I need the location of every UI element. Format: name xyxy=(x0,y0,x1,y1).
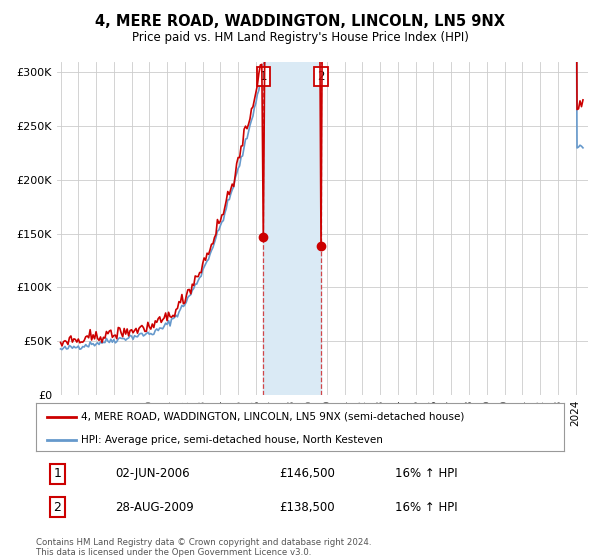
Text: 4, MERE ROAD, WADDINGTON, LINCOLN, LN5 9NX (semi-detached house): 4, MERE ROAD, WADDINGTON, LINCOLN, LN5 9… xyxy=(81,412,464,422)
Text: 02-JUN-2006: 02-JUN-2006 xyxy=(115,467,190,480)
Text: 16% ↑ HPI: 16% ↑ HPI xyxy=(395,501,458,514)
Text: HPI: Average price, semi-detached house, North Kesteven: HPI: Average price, semi-detached house,… xyxy=(81,435,383,445)
Text: 16% ↑ HPI: 16% ↑ HPI xyxy=(395,467,458,480)
Text: 4, MERE ROAD, WADDINGTON, LINCOLN, LN5 9NX: 4, MERE ROAD, WADDINGTON, LINCOLN, LN5 9… xyxy=(95,14,505,29)
Text: 1: 1 xyxy=(53,467,61,480)
Text: 28-AUG-2009: 28-AUG-2009 xyxy=(115,501,194,514)
Text: £146,500: £146,500 xyxy=(279,467,335,480)
Text: £138,500: £138,500 xyxy=(279,501,335,514)
Text: 1: 1 xyxy=(260,70,267,83)
Text: Contains HM Land Registry data © Crown copyright and database right 2024.
This d: Contains HM Land Registry data © Crown c… xyxy=(36,538,371,557)
Text: Price paid vs. HM Land Registry's House Price Index (HPI): Price paid vs. HM Land Registry's House … xyxy=(131,31,469,44)
Bar xyxy=(263,62,321,395)
Text: 2: 2 xyxy=(317,70,325,83)
Text: 2: 2 xyxy=(53,501,61,514)
